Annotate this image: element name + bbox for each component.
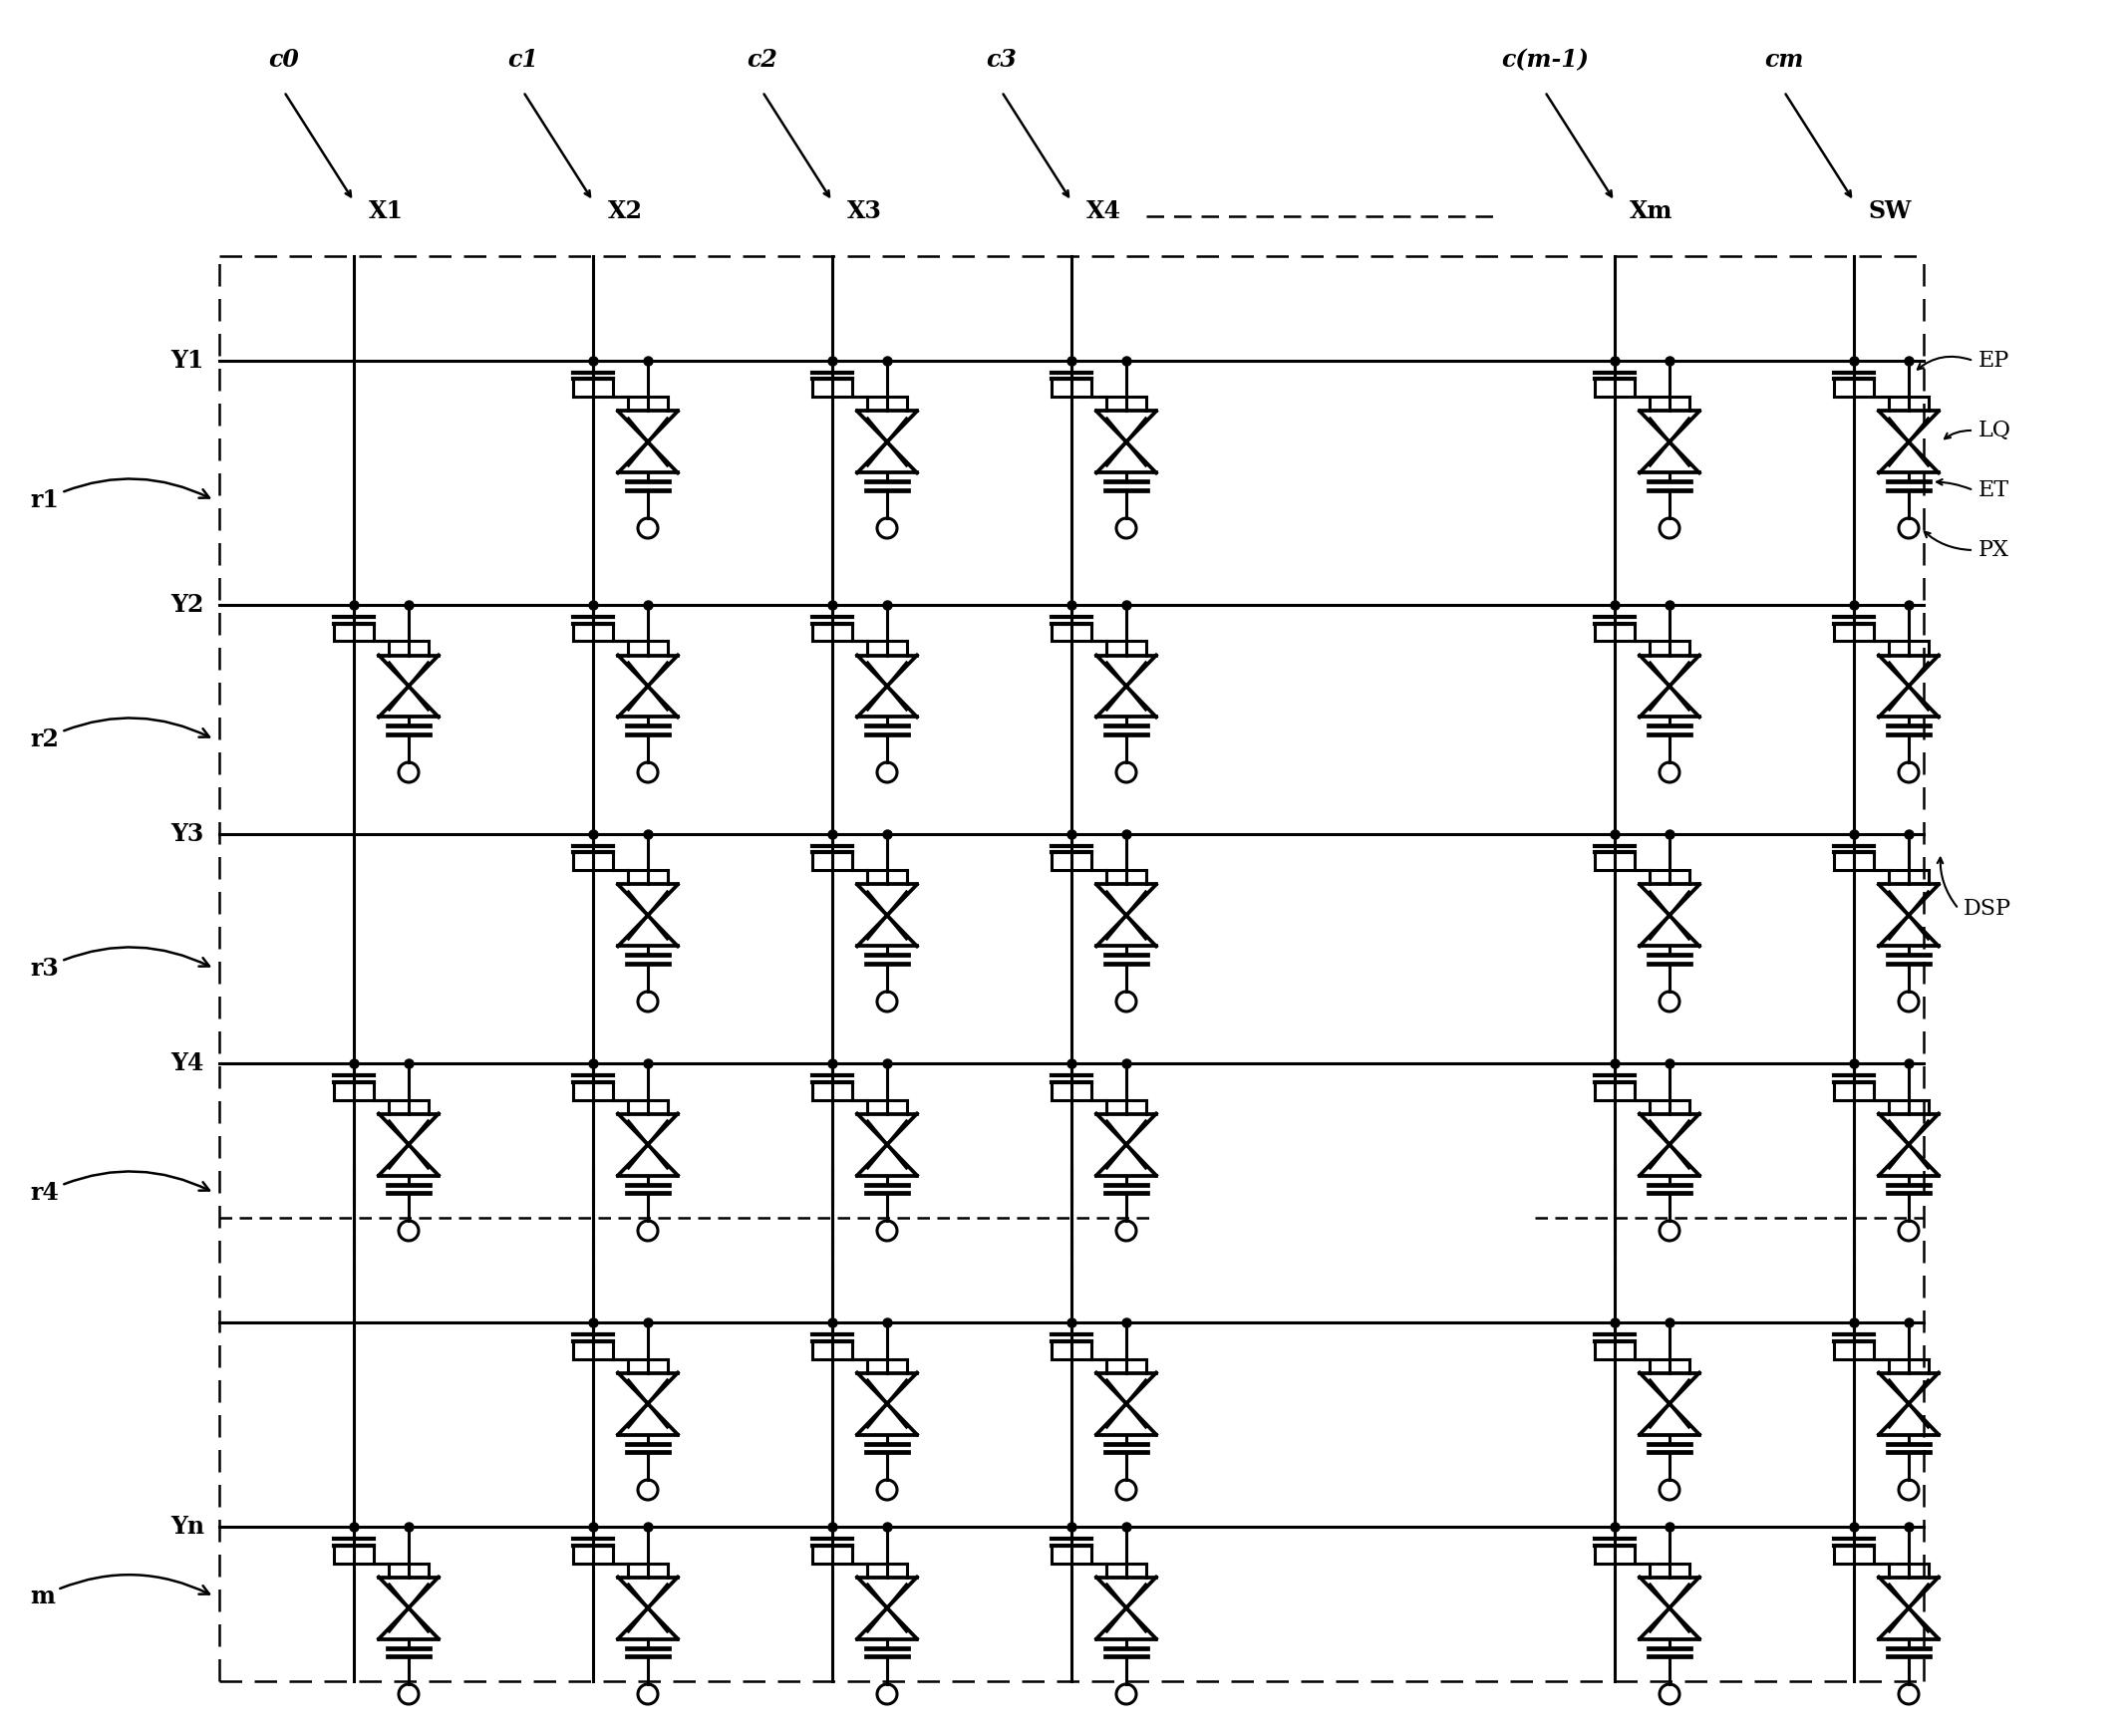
Text: c2: c2 <box>746 49 778 71</box>
Text: Y2: Y2 <box>170 594 204 616</box>
Text: r4: r4 <box>30 1172 208 1205</box>
Text: DSP: DSP <box>1964 898 2011 920</box>
Text: r1: r1 <box>30 479 208 512</box>
Text: c(m-1): c(m-1) <box>1501 49 1588 71</box>
Text: Yn: Yn <box>170 1516 204 1538</box>
Text: Y3: Y3 <box>172 823 204 845</box>
Text: Xm: Xm <box>1631 200 1673 224</box>
Text: c0: c0 <box>268 49 300 71</box>
Text: X2: X2 <box>608 200 642 224</box>
Text: Y4: Y4 <box>170 1052 204 1075</box>
Text: X3: X3 <box>846 200 882 224</box>
Text: PX: PX <box>1979 540 2009 561</box>
Text: EP: EP <box>1979 349 2009 372</box>
Text: X4: X4 <box>1086 200 1120 224</box>
Text: m: m <box>30 1575 208 1609</box>
Text: ET: ET <box>1979 479 2009 502</box>
Text: LQ: LQ <box>1979 420 2011 441</box>
Text: r2: r2 <box>30 719 208 752</box>
Text: r3: r3 <box>30 948 208 981</box>
Text: c3: c3 <box>986 49 1016 71</box>
Text: SW: SW <box>1869 200 1911 224</box>
Text: Y1: Y1 <box>170 349 204 373</box>
Text: cm: cm <box>1765 49 1803 71</box>
Text: c1: c1 <box>508 49 538 71</box>
Text: X1: X1 <box>368 200 404 224</box>
